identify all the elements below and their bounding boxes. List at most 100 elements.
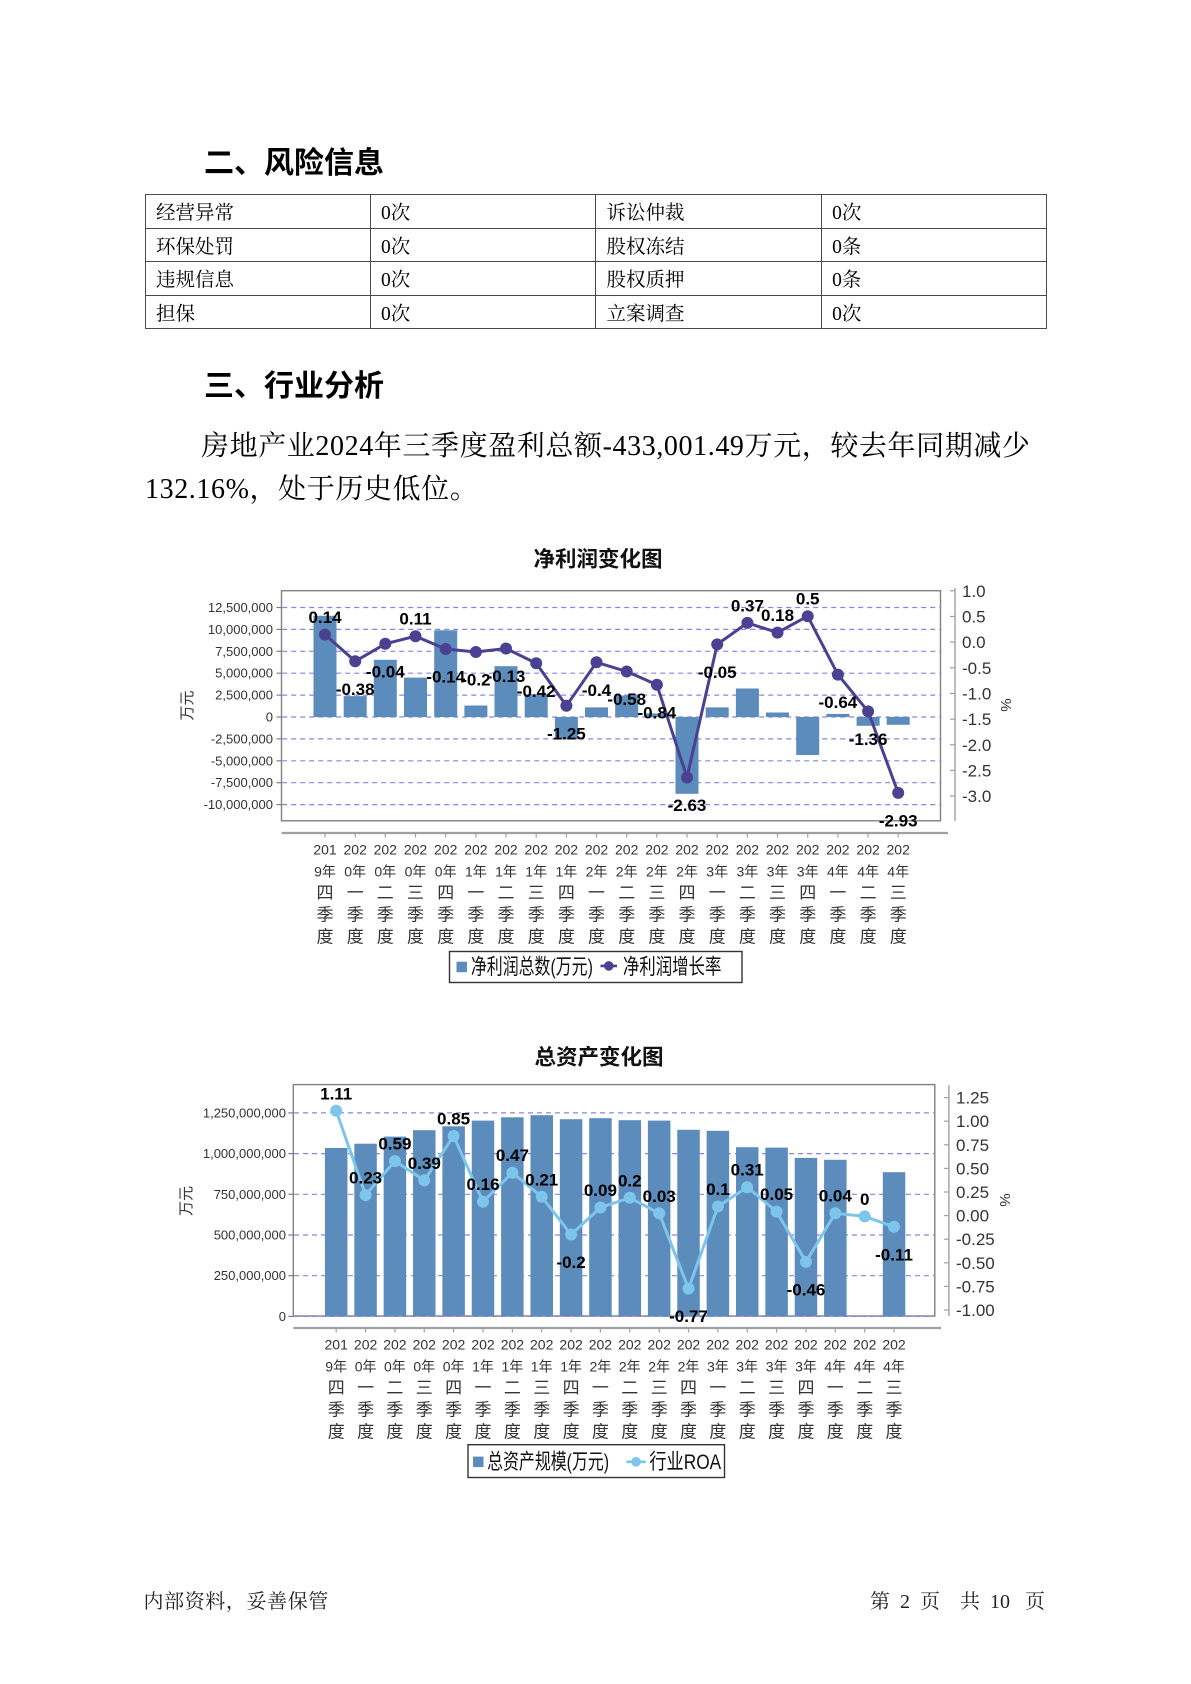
svg-text:一: 一 [588, 884, 605, 903]
svg-text:一: 一 [827, 1379, 844, 1398]
svg-text:9年: 9年 [314, 864, 336, 880]
svg-text:度: 度 [467, 928, 484, 947]
svg-text:度: 度 [437, 928, 454, 947]
svg-text:0年: 0年 [435, 864, 457, 880]
svg-text:一: 一 [357, 1379, 374, 1398]
svg-text:202: 202 [856, 842, 880, 858]
svg-text:10,000,000: 10,000,000 [208, 622, 273, 637]
svg-text:度: 度 [504, 1423, 521, 1442]
svg-text:202: 202 [887, 842, 911, 858]
svg-text:1.0: 1.0 [962, 582, 986, 601]
svg-text:202: 202 [706, 1337, 730, 1353]
svg-text:-1.5: -1.5 [962, 710, 991, 729]
svg-text:三: 三 [416, 1379, 433, 1398]
svg-text:500,000,000: 500,000,000 [214, 1228, 286, 1243]
svg-text:二: 二 [618, 884, 635, 903]
svg-text:总资产规模(万元): 总资产规模(万元) [487, 1450, 609, 1474]
svg-text:-0.2: -0.2 [556, 1253, 585, 1272]
svg-text:季: 季 [445, 1401, 462, 1420]
svg-text:0.25: 0.25 [956, 1183, 989, 1202]
svg-text:一: 一 [475, 1379, 492, 1398]
svg-text:5,000,000: 5,000,000 [215, 666, 273, 681]
svg-text:202: 202 [677, 1337, 701, 1353]
svg-text:度: 度 [768, 1423, 785, 1442]
svg-text:3年: 3年 [706, 864, 728, 880]
svg-text:750,000,000: 750,000,000 [214, 1187, 286, 1202]
svg-text:-0.38: -0.38 [336, 680, 375, 699]
svg-text:四: 四 [679, 884, 696, 903]
svg-text:三: 三 [886, 1379, 903, 1398]
svg-text:0.05: 0.05 [760, 1185, 793, 1204]
svg-text:净利润总数(万元): 净利润总数(万元) [471, 955, 593, 979]
svg-text:202: 202 [464, 842, 488, 858]
svg-text:202: 202 [494, 842, 518, 858]
svg-text:-1.0: -1.0 [962, 684, 991, 703]
svg-text:三: 三 [651, 1379, 668, 1398]
svg-text:度: 度 [407, 928, 424, 947]
svg-text:季: 季 [829, 906, 846, 925]
svg-text:三: 三 [768, 1379, 785, 1398]
svg-text:-0.75: -0.75 [956, 1277, 995, 1296]
svg-text:净利润增长率: 净利润增长率 [623, 955, 722, 979]
svg-text:1年: 1年 [465, 864, 487, 880]
svg-text:-10,000,000: -10,000,000 [204, 797, 273, 812]
svg-text:202: 202 [585, 842, 609, 858]
svg-text:0: 0 [860, 1190, 869, 1209]
svg-text:季: 季 [621, 1401, 638, 1420]
svg-text:202: 202 [559, 1337, 583, 1353]
svg-text:202: 202 [615, 842, 639, 858]
svg-text:二: 二 [739, 884, 756, 903]
svg-text:0.50: 0.50 [956, 1159, 989, 1178]
svg-text:0.59: 0.59 [378, 1135, 411, 1154]
svg-text:2年: 2年 [678, 1359, 700, 1375]
svg-text:-7,500,000: -7,500,000 [211, 775, 273, 790]
svg-text:-1.00: -1.00 [956, 1301, 995, 1320]
svg-text:3年: 3年 [766, 1359, 788, 1375]
svg-text:度: 度 [475, 1423, 492, 1442]
svg-text:度: 度 [588, 928, 605, 947]
svg-text:-0.5: -0.5 [962, 659, 991, 678]
svg-text:季: 季 [528, 906, 545, 925]
svg-text:-0.2: -0.2 [461, 671, 490, 690]
svg-text:季: 季 [768, 1401, 785, 1420]
svg-text:季: 季 [856, 1401, 873, 1420]
svg-text:0.16: 0.16 [466, 1175, 499, 1194]
svg-text:一: 一 [709, 1379, 726, 1398]
svg-text:季: 季 [890, 906, 907, 925]
svg-text:度: 度 [739, 1423, 756, 1442]
svg-text:二: 二 [386, 1379, 403, 1398]
svg-text:1年: 1年 [525, 864, 547, 880]
svg-text:1.11: 1.11 [320, 1084, 352, 1103]
svg-text:度: 度 [827, 1423, 844, 1442]
svg-text:0.31: 0.31 [731, 1161, 764, 1180]
svg-text:三: 三 [890, 884, 907, 903]
svg-text:行业ROA: 行业ROA [649, 1450, 722, 1474]
svg-text:一: 一 [592, 1379, 609, 1398]
svg-text:3年: 3年 [736, 1359, 758, 1375]
svg-text:度: 度 [679, 928, 696, 947]
svg-text:4年: 4年 [883, 1359, 905, 1375]
svg-text:0.11: 0.11 [399, 610, 431, 629]
svg-text:0年: 0年 [344, 864, 366, 880]
svg-text:度: 度 [648, 928, 665, 947]
svg-text:4年: 4年 [824, 1359, 846, 1375]
svg-text:0年: 0年 [405, 864, 427, 880]
svg-text:4年: 4年 [854, 1359, 876, 1375]
svg-text:度: 度 [621, 1423, 638, 1442]
svg-text:净利润变化图: 净利润变化图 [533, 547, 662, 572]
svg-text:3年: 3年 [767, 864, 789, 880]
svg-text:-2.93: -2.93 [879, 811, 918, 830]
svg-text:二: 二 [739, 1379, 756, 1398]
svg-text:0年: 0年 [413, 1359, 435, 1375]
svg-text:万元: 万元 [178, 1186, 195, 1216]
svg-text:-0.25: -0.25 [956, 1230, 995, 1249]
svg-text:4年: 4年 [857, 864, 879, 880]
svg-text:度: 度 [528, 928, 545, 947]
svg-text:季: 季 [504, 1401, 521, 1420]
svg-text:季: 季 [357, 1401, 374, 1420]
svg-text:202: 202 [501, 1337, 525, 1353]
svg-text:0.5: 0.5 [796, 590, 820, 609]
svg-text:-2,500,000: -2,500,000 [211, 731, 273, 746]
svg-text:0.03: 0.03 [643, 1187, 676, 1206]
svg-text:-2.5: -2.5 [962, 761, 991, 780]
